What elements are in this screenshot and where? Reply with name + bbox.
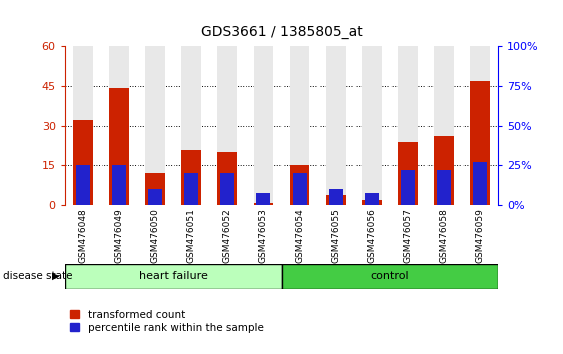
Bar bbox=[362, 46, 382, 205]
Bar bbox=[329, 189, 343, 205]
Bar bbox=[437, 170, 451, 205]
Bar bbox=[473, 162, 487, 205]
Bar bbox=[220, 173, 234, 205]
Text: disease state: disease state bbox=[3, 271, 72, 281]
Bar bbox=[289, 166, 310, 205]
Bar bbox=[289, 46, 310, 205]
Bar bbox=[181, 149, 201, 205]
Bar bbox=[253, 202, 274, 205]
Bar bbox=[293, 173, 306, 205]
Text: GDS3661 / 1385805_at: GDS3661 / 1385805_at bbox=[200, 25, 363, 39]
Bar bbox=[181, 46, 201, 205]
Bar bbox=[109, 46, 129, 205]
Bar bbox=[73, 46, 93, 205]
Bar bbox=[145, 46, 165, 205]
Bar bbox=[326, 46, 346, 205]
Bar bbox=[257, 193, 270, 205]
Bar bbox=[145, 173, 165, 205]
Bar bbox=[362, 200, 382, 205]
Bar bbox=[65, 264, 282, 289]
Bar bbox=[184, 173, 198, 205]
Bar bbox=[434, 46, 454, 205]
Text: control: control bbox=[370, 271, 409, 281]
Bar bbox=[398, 46, 418, 205]
Bar bbox=[434, 136, 454, 205]
Bar bbox=[282, 264, 498, 289]
Bar bbox=[217, 46, 237, 205]
Bar bbox=[470, 80, 490, 205]
Legend: transformed count, percentile rank within the sample: transformed count, percentile rank withi… bbox=[70, 310, 263, 333]
Bar bbox=[217, 152, 237, 205]
Bar bbox=[253, 46, 274, 205]
Text: ▶: ▶ bbox=[52, 271, 60, 281]
Bar bbox=[76, 166, 90, 205]
Text: heart failure: heart failure bbox=[138, 271, 208, 281]
Bar bbox=[148, 189, 162, 205]
Bar bbox=[398, 142, 418, 205]
Bar bbox=[470, 46, 490, 205]
Bar bbox=[112, 166, 126, 205]
Bar bbox=[365, 193, 379, 205]
Bar bbox=[401, 170, 415, 205]
Bar bbox=[73, 120, 93, 205]
Bar bbox=[326, 195, 346, 205]
Bar bbox=[109, 88, 129, 205]
